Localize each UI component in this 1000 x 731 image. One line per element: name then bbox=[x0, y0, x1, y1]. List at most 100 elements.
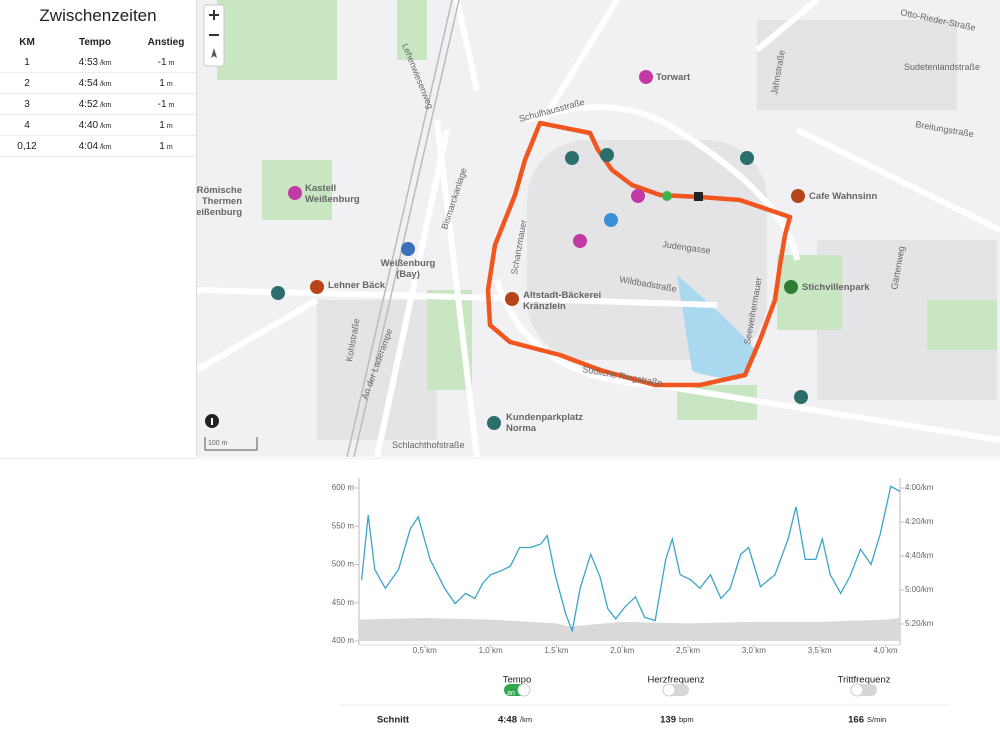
splits-panel: Zwischenzeiten KM Tempo Anstieg 1 4:53/km… bbox=[0, 0, 197, 457]
tempo-unit: /km bbox=[100, 143, 112, 151]
route-start bbox=[662, 191, 672, 201]
street-label: Schlachthofstraße bbox=[392, 440, 465, 450]
summary-label: Schnitt bbox=[377, 715, 410, 726]
split-climb: -1 m bbox=[136, 57, 196, 68]
split-tempo: 4:40/km bbox=[54, 120, 136, 131]
toggle-label: Trittfrequenz bbox=[838, 675, 891, 686]
poi-label: Stichvillenpark bbox=[802, 282, 870, 293]
x-tick-label: 1,5 km bbox=[544, 646, 568, 655]
y-tick-label: 400 m bbox=[332, 636, 355, 645]
tempo-value: 4:04 bbox=[78, 140, 99, 152]
poi-label: Weißenburg bbox=[197, 207, 242, 218]
tempo-line bbox=[360, 485, 901, 634]
summary-cadence: 166 bbox=[848, 715, 864, 726]
x-tick-label: 3,0 km bbox=[742, 646, 766, 655]
climb-unit: m bbox=[166, 143, 173, 151]
railway bbox=[346, 0, 460, 457]
plot: 400 m 450 m 500 m 550 m 600 m 4:00/km 4:20/km 4… bbox=[332, 478, 934, 655]
roads bbox=[197, 0, 1000, 457]
x-tick-label: 0,5 km bbox=[413, 646, 437, 655]
toggle[interactable] bbox=[850, 683, 877, 697]
toggle-knob bbox=[662, 683, 676, 697]
toggle-label: Herzfrequenz bbox=[647, 675, 704, 686]
column-header: Anstieg bbox=[147, 36, 185, 48]
poi-label: Kränzlein bbox=[523, 301, 566, 312]
climb-value: 1 bbox=[159, 140, 165, 152]
poi-label: Lehner Bäck bbox=[328, 280, 386, 291]
route bbox=[485, 120, 793, 388]
x-tick-label: 3,5 km bbox=[808, 646, 832, 655]
summary-unit: S/min bbox=[867, 715, 886, 724]
scale-bar: 100 m bbox=[204, 437, 258, 451]
climb-value: -1 bbox=[157, 56, 167, 68]
x-tick-label: 2,0 km bbox=[610, 646, 634, 655]
tempo-value: 4:40 bbox=[78, 119, 99, 131]
summary-tempo: 4:48 bbox=[498, 715, 517, 726]
poi-label: Altstadt-Bäckerei bbox=[523, 290, 601, 301]
y2-tick-label: 5:00/km bbox=[905, 585, 934, 594]
climb-value: -1 bbox=[157, 98, 167, 110]
street-label: Sudetenlandstraße bbox=[904, 62, 980, 72]
poi-label: Torwart bbox=[656, 72, 691, 83]
map[interactable]: Otto-Rieder-Straße Sudetenlandstraße Bre… bbox=[197, 0, 1000, 457]
y2-tick-label: 5:20/km bbox=[905, 619, 934, 628]
split-km: 0,12 bbox=[17, 140, 37, 152]
toggle[interactable]: an bbox=[504, 683, 531, 697]
elevation-area bbox=[359, 618, 900, 641]
climb-unit: m bbox=[166, 122, 173, 130]
toggle[interactable] bbox=[662, 683, 689, 697]
poi-label: Römische bbox=[197, 185, 242, 196]
poi-label: Thermen bbox=[202, 196, 242, 207]
poi-labels: TorwartKastellWeißenburgRömischeThermenW… bbox=[197, 72, 877, 434]
summary-unit: bpm bbox=[679, 715, 694, 724]
split-row: 2 4:54/km 1 m bbox=[0, 73, 196, 94]
split-km: 3 bbox=[24, 98, 30, 110]
toggle-knob bbox=[850, 683, 864, 697]
x-tick-label: 2,5 km bbox=[676, 646, 700, 655]
tempo-unit: /km bbox=[100, 59, 112, 67]
poi-label: Weißenburg bbox=[381, 258, 436, 269]
route-finish bbox=[694, 192, 703, 201]
y-tick-label: 600 m bbox=[332, 483, 355, 492]
y2-tick-label: 4:00/km bbox=[905, 483, 934, 492]
split-km: 1 bbox=[24, 56, 30, 68]
split-climb: -1 m bbox=[136, 99, 196, 110]
poi-label: Kundenparkplatz bbox=[506, 412, 583, 423]
x-tick-label: 1,0 km bbox=[479, 646, 503, 655]
split-tempo: 4:52/km bbox=[54, 99, 136, 110]
climb-unit: m bbox=[168, 101, 175, 109]
compass[interactable] bbox=[211, 48, 217, 58]
chart: 400 m 450 m 500 m 550 m 600 m 4:00/km 4:20/km 4… bbox=[0, 458, 1000, 726]
poi-label: Cafe Wahnsinn bbox=[809, 191, 877, 202]
tempo-unit: /km bbox=[100, 80, 112, 88]
poi-label: Norma bbox=[506, 423, 537, 434]
zoom-icons[interactable] bbox=[209, 10, 219, 36]
split-tempo: 4:04/km bbox=[54, 141, 136, 152]
split-km: 2 bbox=[24, 77, 30, 89]
y2-tick-label: 4:40/km bbox=[905, 551, 934, 560]
poi-label: (Bay) bbox=[396, 269, 420, 280]
toggle-label: Tempo bbox=[503, 675, 532, 686]
y-tick-label: 450 m bbox=[332, 598, 355, 607]
column-header: KM bbox=[19, 36, 35, 48]
split-row: 3 4:52/km -1 m bbox=[0, 94, 196, 115]
split-km: 4 bbox=[24, 119, 30, 131]
climb-value: 1 bbox=[159, 77, 165, 89]
splits-title: Zwischenzeiten bbox=[39, 6, 157, 25]
tempo-unit: /km bbox=[100, 101, 112, 109]
climb-unit: m bbox=[168, 59, 175, 67]
toggle-state: an bbox=[507, 690, 515, 697]
summary-heart: 139 bbox=[660, 715, 676, 726]
summary-unit: /km bbox=[520, 715, 532, 724]
zoom-controls[interactable] bbox=[203, 4, 225, 67]
split-row: 0,12 4:04/km 1 m bbox=[0, 136, 196, 157]
splits-header: KM Tempo Anstieg bbox=[0, 32, 196, 52]
poi-label: Kastell bbox=[305, 183, 336, 194]
y-tick-label: 550 m bbox=[332, 521, 355, 530]
column-header: Tempo bbox=[78, 36, 112, 48]
y-tick-label: 500 m bbox=[332, 560, 355, 569]
